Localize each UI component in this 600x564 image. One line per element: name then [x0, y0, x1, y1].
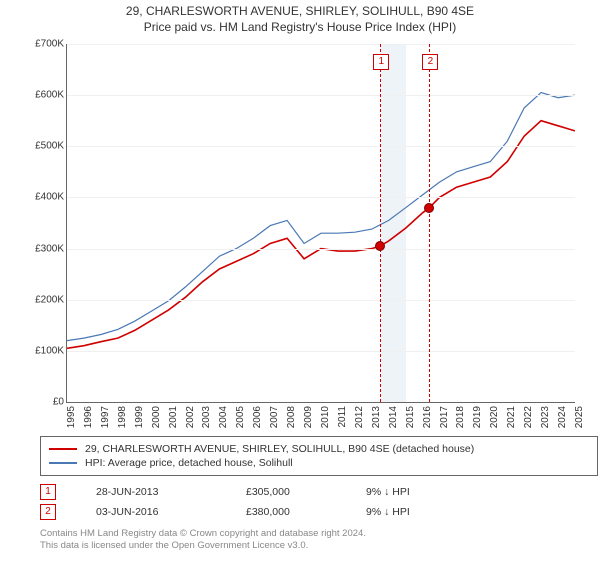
legend-item: 29, CHARLESWORTH AVENUE, SHIRLEY, SOLIHU…: [49, 443, 589, 455]
footer-license: Contains HM Land Registry data © Crown c…: [40, 528, 580, 553]
footer-line: Contains HM Land Registry data © Crown c…: [40, 528, 580, 540]
marker-label: 1: [373, 54, 389, 70]
y-axis-tick: £100K: [35, 345, 64, 356]
event-row: 2 03-JUN-2016 £380,000 9% ↓ HPI: [40, 504, 580, 520]
legend-label: 29, CHARLESWORTH AVENUE, SHIRLEY, SOLIHU…: [85, 443, 474, 455]
legend-label: HPI: Average price, detached house, Soli…: [85, 457, 293, 469]
event-row: 1 28-JUN-2013 £305,000 9% ↓ HPI: [40, 484, 580, 500]
y-axis-tick: £200K: [35, 294, 64, 305]
chart-area: 1 2 £0 £100K £200K £300K £400K £500K £600K £700K…: [20, 40, 580, 430]
y-axis-tick: £500K: [35, 141, 64, 152]
chart-title: 29, CHARLESWORTH AVENUE, SHIRLEY, SOLIHU…: [0, 4, 600, 18]
y-axis-tick: £0: [53, 397, 64, 408]
event-id: 1: [40, 484, 56, 500]
y-axis-tick: £700K: [35, 39, 64, 50]
y-axis-tick: £400K: [35, 192, 64, 203]
legend-item: HPI: Average price, detached house, Soli…: [49, 457, 589, 469]
legend-swatch: [49, 448, 77, 450]
y-axis-tick: £600K: [35, 90, 64, 101]
y-axis-tick: £300K: [35, 243, 64, 254]
marker-dot: [375, 241, 385, 251]
footer-line: This data is licensed under the Open Gov…: [40, 540, 580, 552]
chart-subtitle: Price paid vs. HM Land Registry's House …: [0, 20, 600, 34]
series-line-hpi: [67, 93, 575, 341]
legend: 29, CHARLESWORTH AVENUE, SHIRLEY, SOLIHU…: [40, 436, 598, 476]
event-price: £305,000: [246, 486, 326, 498]
event-table: 1 28-JUN-2013 £305,000 9% ↓ HPI 2 03-JUN-2016…: [40, 484, 580, 520]
x-axis-tick: 2025: [574, 406, 600, 428]
event-id: 2: [40, 504, 56, 520]
series-line-price_paid: [67, 121, 575, 349]
event-delta: 9% ↓ HPI: [366, 506, 446, 518]
event-price: £380,000: [246, 506, 326, 518]
marker-dot: [424, 203, 434, 213]
marker-line: [380, 44, 381, 402]
legend-swatch: [49, 462, 77, 464]
event-date: 03-JUN-2016: [96, 506, 206, 518]
marker-label: 2: [422, 54, 438, 70]
marker-line: [429, 44, 430, 402]
event-delta: 9% ↓ HPI: [366, 486, 446, 498]
event-date: 28-JUN-2013: [96, 486, 206, 498]
